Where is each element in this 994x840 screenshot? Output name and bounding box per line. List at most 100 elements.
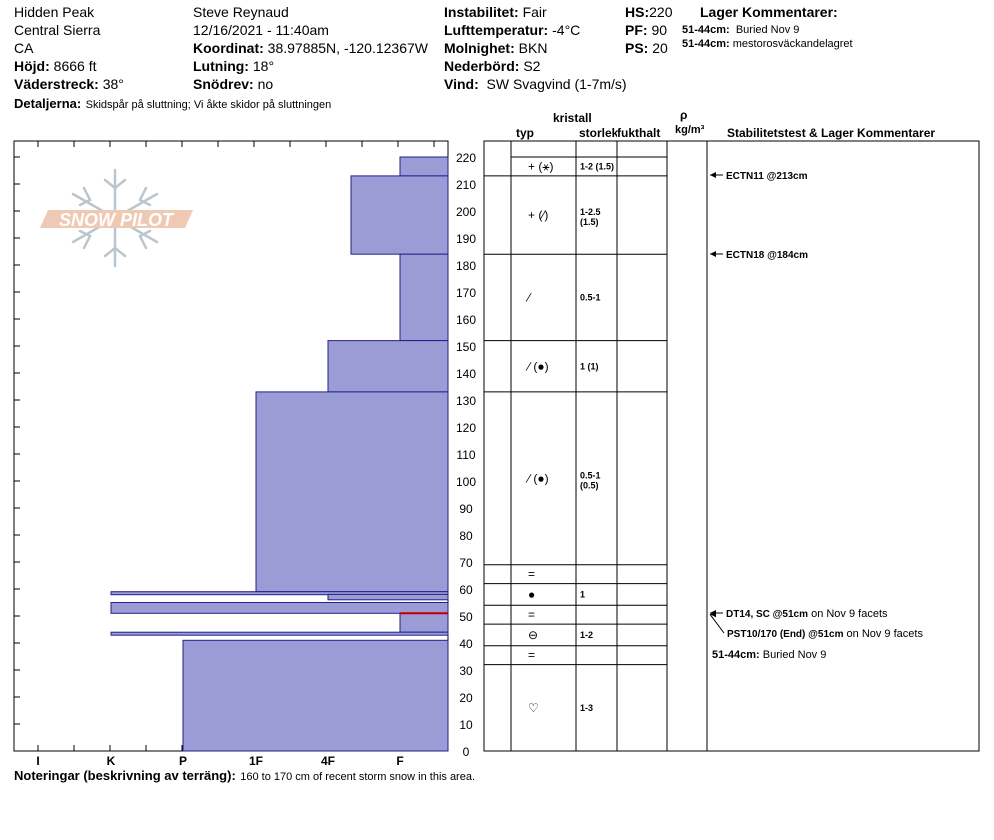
depth-tick-label: 220 — [456, 151, 476, 165]
grain-type: = — [528, 648, 535, 662]
test-arrow-line — [709, 614, 725, 634]
grain-size: 0.5-1 — [580, 470, 601, 480]
logo-text: SNOW PILOT — [59, 210, 175, 230]
depth-tick-label: 10 — [459, 718, 473, 732]
depth-tick-label: 210 — [456, 178, 476, 192]
air-temperature: Lufttemperatur: -4°C — [444, 22, 581, 38]
hardness-scale-label: F — [396, 754, 403, 768]
crystal-header: kristall — [553, 111, 592, 125]
snowpilot-logo: SNOW PILOT — [40, 168, 193, 268]
grain-size: 1 — [580, 589, 585, 599]
stability-test: PST10/170 (End) @51cm on Nov 9 facets — [727, 628, 923, 640]
sky-cover: Molnighet: BKN — [444, 40, 548, 56]
grain-type: = — [528, 608, 535, 622]
grain-type: + (⚹) — [528, 159, 554, 173]
hardness-bar — [327, 340, 449, 393]
stability: Instabilitet: Fair — [444, 4, 547, 20]
layer-comment-1: 51-44cm: Buried Nov 9 — [682, 24, 800, 36]
test-arrow-head — [710, 251, 716, 257]
details: Detaljerna: Skidspår på sluttning; Vi åk… — [14, 96, 332, 112]
grain-type: ⊖ — [528, 628, 538, 642]
size-header: storlek — [579, 126, 617, 140]
hardness-bar — [399, 612, 449, 633]
precipitation: Nederbörd: S2 — [444, 58, 541, 74]
grain-size: 1-3 — [580, 703, 593, 713]
depth-tick-label: 80 — [459, 529, 473, 543]
density-unit: kg/m³ — [675, 124, 705, 136]
notes: Noteringar (beskrivning av terräng): 160… — [14, 768, 476, 783]
depth-tick-label: 60 — [459, 583, 473, 597]
layer-comment-2: 51-44cm: mestorosväckandelagret — [682, 38, 853, 50]
depth-tick-label: 50 — [459, 610, 473, 624]
depth-tick-label: 170 — [456, 286, 476, 300]
stability-test: DT14, SC @51cm on Nov 9 facets — [726, 608, 888, 620]
depth-tick-label: 110 — [456, 448, 475, 462]
grain-size: 1-2 — [580, 630, 593, 640]
grain-size: (1.5) — [580, 217, 599, 227]
grain-size: 1-2 (1.5) — [580, 161, 614, 171]
hardness-bar — [350, 175, 449, 255]
hardness-bar — [399, 156, 449, 177]
depth-tick-label: 180 — [456, 259, 476, 273]
grain-size: 1 (1) — [580, 361, 599, 371]
stratigraphy-frame — [483, 140, 980, 752]
depth-tick-label: 150 — [456, 340, 476, 354]
grain-type: ∕ — [525, 290, 532, 304]
hardness-scale-label: I — [36, 754, 39, 768]
grain-size: 0.5-1 — [580, 292, 601, 302]
hardness-bar — [327, 593, 449, 601]
depth-tick-label: 140 — [456, 367, 476, 381]
depth-tick-label: 190 — [456, 232, 476, 246]
moisture-header: fukthalt — [617, 126, 661, 140]
grain-type: ∕ (●) — [525, 471, 549, 485]
depth-tick-label: 70 — [459, 556, 473, 570]
hardness-bar — [399, 253, 449, 342]
type-header: typ — [516, 126, 534, 140]
grain-size: 1-2.5 — [580, 207, 601, 217]
density-symbol: ρ — [680, 108, 688, 122]
ski-penetration: PS: 20 — [625, 40, 668, 56]
aspect: Väderstreck: 38° — [14, 76, 124, 92]
hardness-scale-label: 4F — [321, 754, 335, 768]
layer-note: 51-44cm: Buried Nov 9 — [712, 649, 826, 661]
hardness-bar — [110, 602, 449, 614]
grain-size: (0.5) — [580, 480, 599, 490]
observer: Steve Reynaud — [193, 4, 289, 20]
test-arrow-head — [710, 611, 716, 618]
depth-tick-label: 120 — [456, 421, 476, 435]
foot-penetration: PF: 90 — [625, 22, 668, 38]
depth-tick-label: 0 — [463, 745, 470, 759]
grain-type: + (∕) — [528, 208, 548, 222]
mountain-range: Central Sierra — [14, 22, 101, 38]
depth-tick-label: 40 — [459, 637, 473, 651]
tests-header: Stabilitetstest & Lager Kommentarer — [727, 126, 936, 140]
hardness-scale-label: 1F — [249, 754, 263, 768]
grain-type: ● — [528, 587, 535, 601]
hardness-scale-label: P — [179, 754, 187, 768]
grain-type: = — [528, 567, 535, 581]
location-name: Hidden Peak — [14, 4, 95, 20]
layer-comments-title: Lager Kommentarer: — [700, 4, 838, 20]
elevation: Höjd: 8666 ft — [14, 58, 97, 74]
stability-test: ECTN18 @184cm — [726, 250, 808, 261]
grain-type: ♡ — [528, 701, 539, 715]
depth-tick-label: 130 — [456, 394, 476, 408]
depth-tick-label: 200 — [456, 205, 476, 219]
snow-height: HS:220 — [625, 4, 673, 20]
hardness-bar — [110, 591, 449, 596]
wind: Vind: SW Svagvind (1-7m/s) — [444, 76, 627, 92]
depth-tick-label: 30 — [459, 664, 473, 678]
hardness-bar — [182, 639, 449, 752]
depth-tick-label: 100 — [456, 475, 476, 489]
wind-loading: Snödrev: no — [193, 76, 274, 92]
hardness-scale-label: K — [107, 754, 116, 768]
slope: Lutning: 18° — [193, 58, 275, 74]
stability-test: ECTN11 @213cm — [726, 171, 808, 182]
observation-datetime: 12/16/2021 - 11:40am — [193, 22, 329, 38]
hardness-bar — [255, 391, 449, 593]
depth-tick-label: 90 — [459, 502, 473, 516]
test-arrow-head — [710, 172, 716, 178]
hardness-bar — [110, 631, 449, 636]
state: CA — [14, 40, 34, 56]
